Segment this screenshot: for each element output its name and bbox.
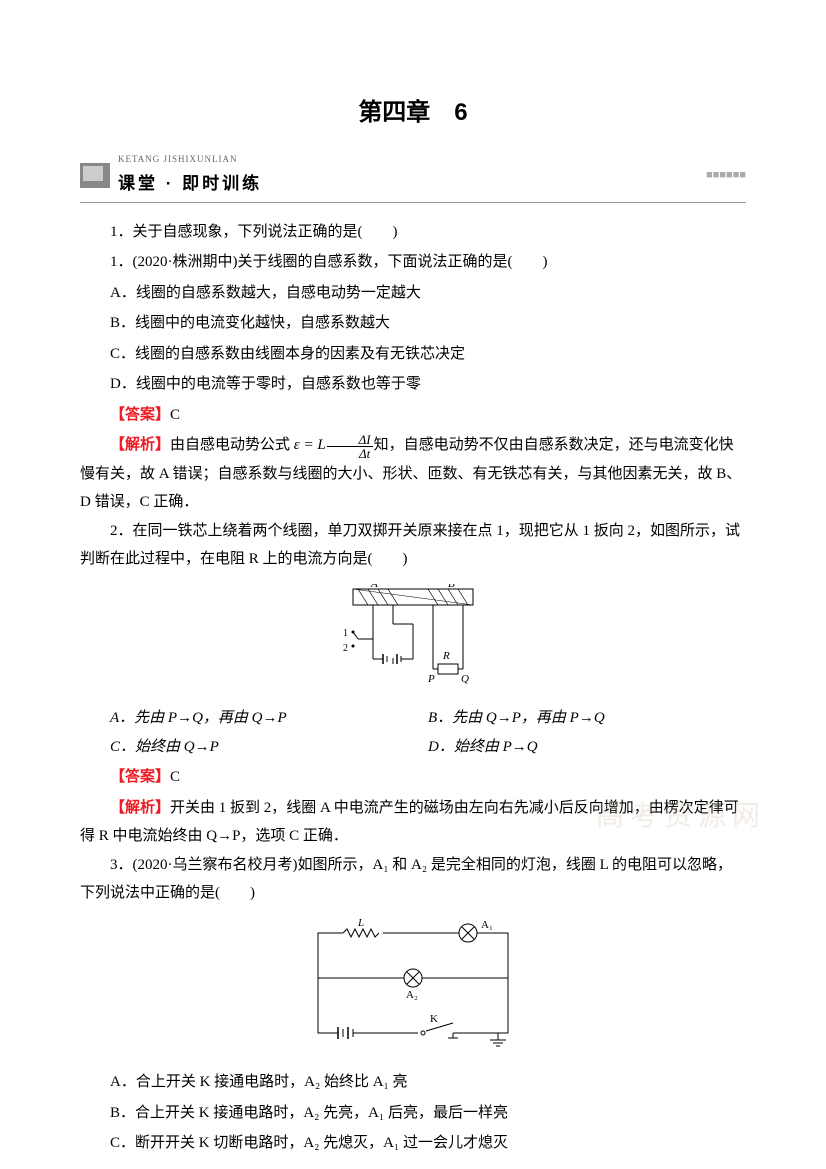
q3-opt-b: B．合上开关 K 接通电路时，A₂ 先亮，A₁ 后亮，最后一样亮: [80, 1099, 746, 1128]
q2-opt-c: C．始终由 Q→P: [110, 733, 428, 762]
svg-text:B: B: [448, 584, 455, 590]
q1-formula: ε = LΔIΔt: [294, 437, 374, 453]
question-2: 2．在同一铁芯上绕着两个线圈，单刀双掷开关原来接在点 1，现把它从 1 扳向 2…: [80, 517, 746, 574]
q1-opt-c: C．线圈的自感系数由线圈本身的因素及有无铁芯决定: [80, 340, 746, 369]
svg-text:P: P: [427, 673, 435, 684]
q2-answer-letter: C: [170, 769, 180, 785]
answer-label: 【答案】: [110, 407, 170, 423]
q1-opt-a: A．线圈的自感系数越大，自感电动势一定越大: [80, 279, 746, 308]
svg-text:R: R: [442, 650, 450, 662]
watermark: 高考资源网: [596, 790, 766, 843]
svg-text:L: L: [357, 918, 364, 929]
svg-text:A₁: A₁: [481, 919, 493, 931]
svg-text:A: A: [370, 584, 378, 590]
header-right: ■■■■■■: [706, 165, 746, 186]
q1-exp-a: 由自感电动势公式: [170, 437, 294, 453]
explain-label: 【解析】: [110, 800, 170, 816]
q3-opt-c: C．断开开关 K 切断电路时，A₂ 先熄灭，A₁ 过一会儿才熄灭: [80, 1129, 746, 1158]
q3-opt-a: A．合上开关 K 接通电路时，A₂ 始终比 A₁ 亮: [80, 1068, 746, 1097]
explain-label: 【解析】: [110, 437, 170, 453]
chapter-title: 第四章 6: [80, 90, 746, 136]
svg-text:Q: Q: [461, 673, 469, 684]
answer-label: 【答案】: [110, 769, 170, 785]
q1-answer-letter: C: [170, 407, 180, 423]
figure-1: A B 1 2 R P Q: [80, 584, 746, 695]
q2-options-row1: A．先由 P→Q，再由 Q→P B．先由 Q→P，再由 P→Q: [80, 704, 746, 733]
q1-opt-b: B．线圈中的电流变化越快，自感系数越大: [80, 309, 746, 338]
q1-answer: 【答案】C: [80, 401, 746, 430]
book-icon: [80, 163, 110, 188]
q1-opt-d: D．线圈中的电流等于零时，自感系数也等于零: [80, 370, 746, 399]
figure-2: L A₁ A₂ K: [80, 918, 746, 1059]
q2-opt-b: B．先由 Q→P，再由 P→Q: [428, 704, 746, 733]
section-label: 课堂 · 即时训练: [118, 168, 262, 200]
q2-opt-a: A．先由 P→Q，再由 Q→P: [110, 704, 428, 733]
question-3: 3．(2020·乌兰察布名校月考)如图所示，A₁ 和 A₂ 是完全相同的灯泡，线…: [80, 851, 746, 908]
svg-text:K: K: [430, 1013, 438, 1025]
q2-answer: 【答案】C: [80, 763, 746, 792]
q2-options-row2: C．始终由 Q→P D．始终由 P→Q: [80, 733, 746, 762]
question-1: 1．(2020·株洲期中)关于线圈的自感系数，下面说法正确的是( ): [80, 248, 746, 277]
q1-intro: 1．关于自感现象，下列说法正确的是( ): [80, 218, 746, 247]
q2-opt-d: D．始终由 P→Q: [428, 733, 746, 762]
svg-text:A₂: A₂: [406, 989, 418, 1001]
section-pinyin: KETANG JISHIXUNLIAN: [118, 151, 262, 168]
q1-explanation: 【解析】由自感电动势公式 ε = LΔIΔt知，自感电动势不仅由自感系数决定，还…: [80, 431, 746, 517]
svg-text:1: 1: [343, 628, 348, 639]
svg-text:2: 2: [343, 643, 348, 654]
section-header: KETANG JISHIXUNLIAN 课堂 · 即时训练 ■■■■■■: [80, 151, 746, 203]
